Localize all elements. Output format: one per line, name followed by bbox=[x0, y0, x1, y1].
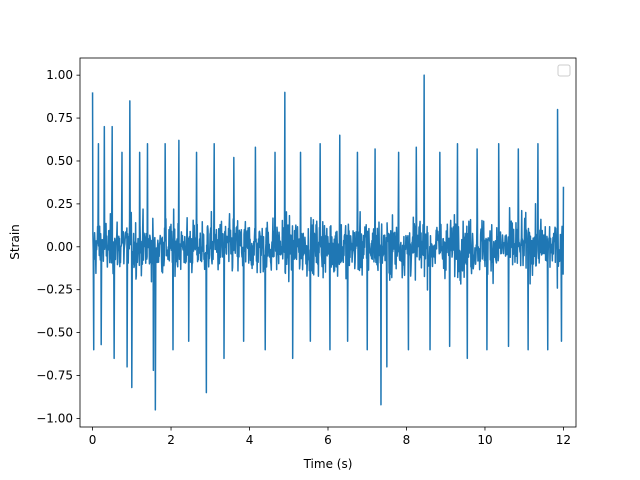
series-line bbox=[91, 74, 565, 411]
y-tick-label: 0.50 bbox=[46, 154, 73, 168]
legend-box bbox=[557, 64, 571, 77]
y-tick-label: 0.75 bbox=[46, 111, 73, 125]
y-tick-label: −1.00 bbox=[36, 411, 73, 425]
x-axis-label: Time (s) bbox=[303, 457, 353, 471]
series-layer bbox=[91, 74, 565, 411]
y-tick-label: 1.00 bbox=[46, 68, 73, 82]
x-tick-label: 4 bbox=[246, 433, 254, 447]
x-tick-label: 6 bbox=[324, 433, 332, 447]
y-tick-label: −0.25 bbox=[36, 283, 73, 297]
x-tick-label: 8 bbox=[403, 433, 411, 447]
x-tick-label: 0 bbox=[89, 433, 97, 447]
y-axis: −1.00 −0.75 −0.50 −0.25 0.00 0.25 0.50 0.75 1.00 bbox=[36, 68, 80, 425]
x-tick-label: 12 bbox=[556, 433, 571, 447]
y-tick-label: −0.75 bbox=[36, 369, 73, 383]
y-tick-label: −0.50 bbox=[36, 326, 73, 340]
x-axis: 0 2 4 6 8 10 12 bbox=[89, 427, 571, 447]
y-tick-label: 0.00 bbox=[46, 240, 73, 254]
x-tick-label: 2 bbox=[167, 433, 175, 447]
y-tick-label: 0.25 bbox=[46, 197, 73, 211]
y-axis-label: Strain bbox=[8, 224, 22, 260]
x-tick-label: 10 bbox=[477, 433, 492, 447]
